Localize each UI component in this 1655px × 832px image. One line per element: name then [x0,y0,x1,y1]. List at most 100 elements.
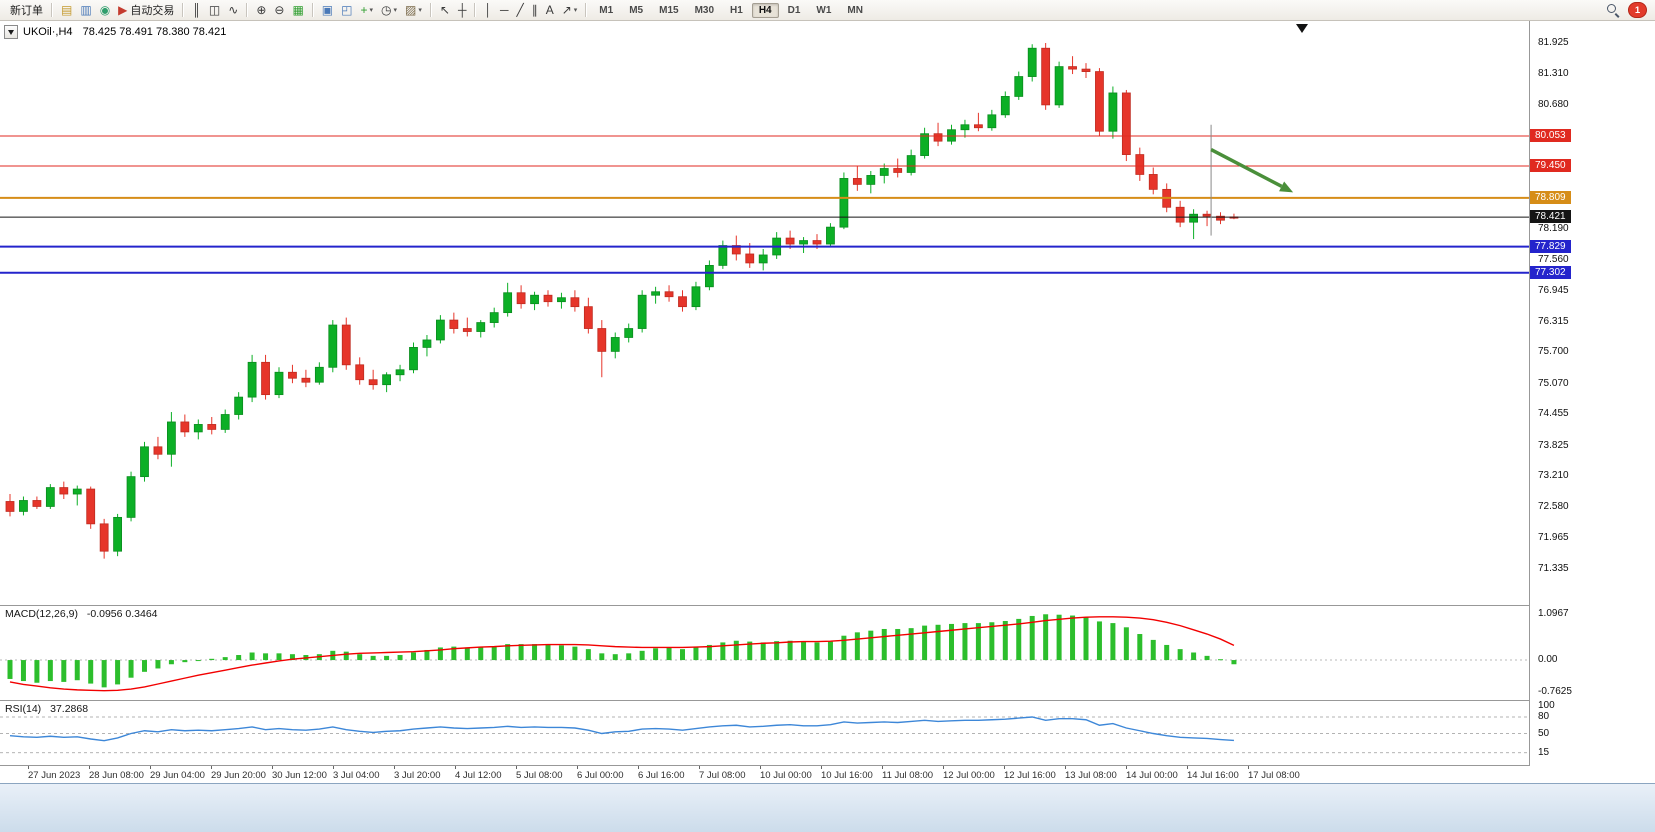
price-axis-label: 75.070 [1538,377,1569,389]
rsi-label: RSI(14) 37.2868 [5,703,88,715]
auto-trading-button[interactable]: ▶ 自动交易 [114,1,178,20]
timeframe-m15[interactable]: M15 [659,4,679,16]
rsi-panel-splitter[interactable] [0,700,1655,701]
macd-panel-splitter[interactable] [0,605,1655,606]
macd-panel[interactable]: MACD(12,26,9) -0.0956 0.3464 [0,606,1529,700]
candle-up [1054,66,1064,106]
macd-bar [451,646,457,661]
time-tick [699,766,700,769]
chart-shift-marker[interactable] [1296,24,1308,33]
crosshair-button[interactable]: ┼ [454,1,471,20]
vertical-line-button[interactable]: │ [480,1,496,20]
macd-bar [599,653,605,661]
toolbar-separator [246,3,249,17]
candle-down [341,324,351,366]
candle-up [906,155,916,173]
time-tick [638,766,639,769]
timeframe-m30[interactable]: M30 [694,4,715,16]
zoom-in-button[interactable]: ⊕ [252,1,270,20]
candlestick-chart-button[interactable]: ◫ [205,1,224,20]
macd-bar [1204,655,1210,661]
candle-down [1081,68,1091,72]
timeframe-w1[interactable]: W1 [816,4,832,16]
macd-bar [612,654,618,661]
macd-bar [424,649,430,661]
macd-bar [922,625,928,661]
price-axis-label: 72.580 [1538,501,1569,513]
price-tag: 80.053 [1530,129,1571,143]
new-order-button[interactable]: 新订单 [3,1,47,20]
arrows-tool-icon: ↗ [561,2,572,17]
horizontal-line-button[interactable]: ─ [496,1,513,20]
time-axis[interactable]: 27 Jun 2023 28 Jun 08:00 29 Jun 04:00 29 Ju… [0,766,1529,783]
timeframe-d1[interactable]: D1 [787,4,801,16]
candle-up [193,424,203,433]
toolbar-separator [182,3,185,17]
macd-bar [1056,614,1062,661]
timeframe-h1[interactable]: H1 [730,4,743,16]
time-tick [333,766,334,769]
search-icon[interactable] [1606,3,1620,17]
new-chart-button[interactable]: + ▾ [356,1,377,20]
new-order-button-label: 新订单 [10,5,43,17]
timeframe-h4[interactable]: H4 [751,2,779,18]
trendline-button[interactable]: ╱ [512,1,527,20]
navigator-button[interactable]: ▥ [76,1,95,20]
candle-down [812,240,822,245]
line-chart-icon: ∿ [228,2,239,17]
macd-bar [222,657,228,661]
trend-arrow[interactable] [1210,148,1283,188]
navigator-icon: ▥ [80,2,92,17]
macd-bar [1083,617,1089,661]
main-chart-svg[interactable] [0,21,1529,605]
macd-bar [1002,621,1008,661]
dropdown-caret-icon: ▾ [418,7,422,14]
candle-up [140,446,149,478]
cascade-windows-button[interactable]: ▣ [318,1,337,20]
tile-windows-button[interactable]: ▦ [288,1,307,20]
market-watch-icon: ▤ [61,2,73,17]
toolbar-right: 1 [1606,2,1652,18]
templates-icon: ▨ [405,2,417,17]
market-watch-button[interactable]: ▤ [57,1,76,20]
line-chart-button[interactable]: ∿ [224,1,242,20]
equidistant-channel-button[interactable]: ∥ [528,1,542,20]
macd-bar [774,641,780,661]
candle-up [624,328,634,338]
candle-up [610,337,620,352]
time-axis-label: 6 Jul 00:00 [577,770,624,781]
arrows-tool-button[interactable]: ↗ ▾ [558,1,582,20]
zoom-out-button[interactable]: ⊖ [270,1,288,20]
candle-down [86,488,96,525]
templates-button[interactable]: ▨ ▾ [401,1,426,20]
rsi-panel[interactable]: RSI(14) 37.2868 [0,701,1529,765]
macd-bar [343,651,349,661]
macd-bar [1231,660,1237,665]
time-axis-label: 30 Jun 12:00 [272,770,327,781]
bar-chart-icon: ║ [192,2,201,17]
candle-up [247,361,257,398]
timeframe-m1[interactable]: M1 [599,4,614,16]
text-button[interactable]: A [542,1,558,20]
tile-windows-icon: ▦ [292,2,304,17]
candle-up [651,291,660,296]
arrange-windows-button[interactable]: ◰ [337,1,356,20]
candle-down [570,297,580,308]
timeframe-mn[interactable]: MN [847,4,863,16]
candle-down [1148,174,1158,190]
cursor-button[interactable]: ↖ [436,1,454,20]
periods-button[interactable]: ◷ ▾ [377,1,401,20]
terminal-button[interactable]: ◉ [96,1,114,20]
macd-bar [908,628,914,661]
price-axis[interactable]: 81.925 81.310 80.680 78.190 77.560 76.945 76.3… [1530,21,1655,766]
timeframe-m5[interactable]: M5 [629,4,644,16]
macd-bar [209,658,215,661]
bar-chart-button[interactable]: ║ [188,1,205,20]
symbol-dropdown-button[interactable] [4,25,18,39]
macd-bar [263,653,269,661]
candle-up [409,347,418,371]
macd-bar [975,623,981,661]
main-chart-panel[interactable]: UKOil·,H4 78.425 78.491 78.380 78.421 [0,21,1529,605]
notification-badge[interactable]: 1 [1628,2,1647,18]
